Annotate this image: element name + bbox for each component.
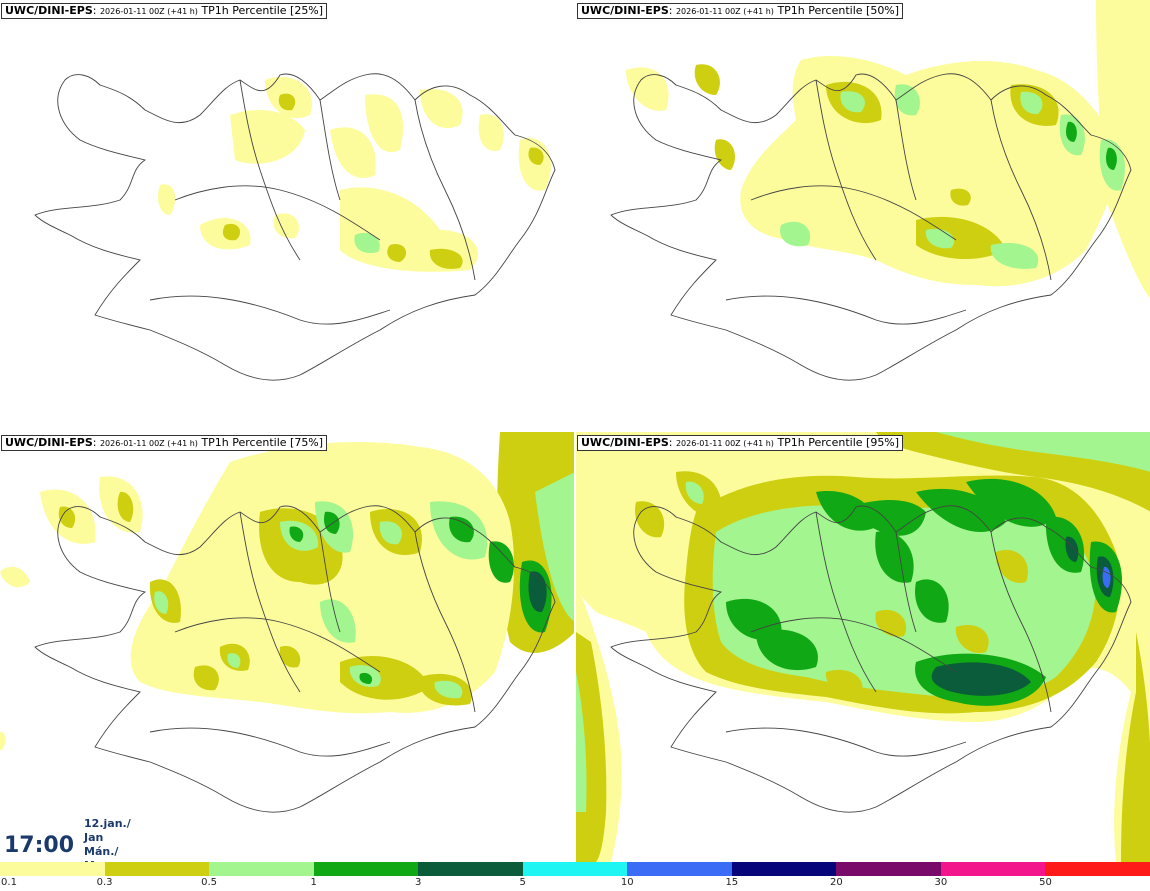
colorbar-tick-label: 30 [934,877,948,888]
colorbar-segment [627,862,732,876]
panel-title: UWC/DINI-EPS: 2026-01-11 00Z (+41 h) TP1… [1,435,328,451]
field-label: TP1h Percentile [75%] [201,436,324,449]
panel-title: UWC/DINI-EPS: 2026-01-11 00Z (+41 h) TP1… [577,435,904,451]
precip-map [34,73,556,381]
colorbar-tick-label: 20 [829,877,843,888]
colorbar-segment [418,862,523,876]
valid-time-box: 17:00 12.jan./ Jan Mán./ Mon [0,817,138,872]
colorbar-segment [313,862,419,876]
precip-field [0,432,575,750]
valid-time: 17:00 [4,832,75,858]
iceland-outline [34,505,556,813]
colorbar-segment [940,862,1046,876]
field-label: TP1h Percentile [50%] [777,4,900,17]
model-name: UWC/DINI-EPS [581,4,669,17]
colorbar-segment [836,862,941,876]
precip-map [576,432,1150,862]
colorbar-segment [0,862,105,876]
colorbar-tick-label: 0.3 [96,877,113,888]
precip-field [626,0,1150,299]
valid-date-line: 12.jan./ Jan [84,817,131,844]
precip-field [158,76,551,272]
panel-title: UWC/DINI-EPS: 2026-01-11 00Z (+41 h) TP1… [1,3,328,19]
panel-title: UWC/DINI-EPS: 2026-01-11 00Z (+41 h) TP1… [577,3,904,19]
colorbar-tick-label: 3 [414,877,422,888]
panel-divider-horizontal [0,430,1150,432]
precip-map [0,432,575,813]
field-label: TP1h Percentile [95%] [777,436,900,449]
model-name: UWC/DINI-EPS [5,4,93,17]
iceland-outline [34,73,556,381]
colorbar-ticks: 0.1 0.3 0.5 1 3 5 10 15 20 30 50 [0,877,1150,891]
colorbar-segment [1045,862,1150,876]
run-info: 2026-01-11 00Z (+41 h) [675,439,774,448]
map-panel-p50: UWC/DINI-EPS: 2026-01-11 00Z (+41 h) TP1… [576,0,1150,430]
map-panel-p75: UWC/DINI-EPS: 2026-01-11 00Z (+41 h) TP1… [0,432,575,862]
precip-field [576,432,1150,862]
model-name: UWC/DINI-EPS [5,436,93,449]
colorbar-tick-label: 15 [725,877,739,888]
field-label: TP1h Percentile [25%] [201,4,324,17]
colorbar-segment [104,862,210,876]
colorbar-segment [522,862,628,876]
precip-colorbar [0,862,1150,876]
colorbar-segment [731,862,837,876]
map-panel-p25: UWC/DINI-EPS: 2026-01-11 00Z (+41 h) TP1… [0,0,575,430]
colorbar-tick-label: 0.1 [1,877,17,888]
colorbar-tick-label: 5 [519,877,526,888]
iceland-outline [610,73,1132,381]
colorbar-tick-label: 10 [620,877,634,888]
model-name: UWC/DINI-EPS [581,436,669,449]
iceland-outline [610,505,1132,813]
colorbar-segment [209,862,314,876]
run-info: 2026-01-11 00Z (+41 h) [99,7,198,16]
precip-map [610,0,1150,381]
run-info: 2026-01-11 00Z (+41 h) [99,439,198,448]
colorbar-tick-label: 50 [1039,877,1052,888]
colorbar-tick-label: 1 [310,877,317,888]
colorbar-tick-label: 0.5 [201,877,218,888]
run-info: 2026-01-11 00Z (+41 h) [675,7,774,16]
map-panel-p95: UWC/DINI-EPS: 2026-01-11 00Z (+41 h) TP1… [576,432,1150,862]
